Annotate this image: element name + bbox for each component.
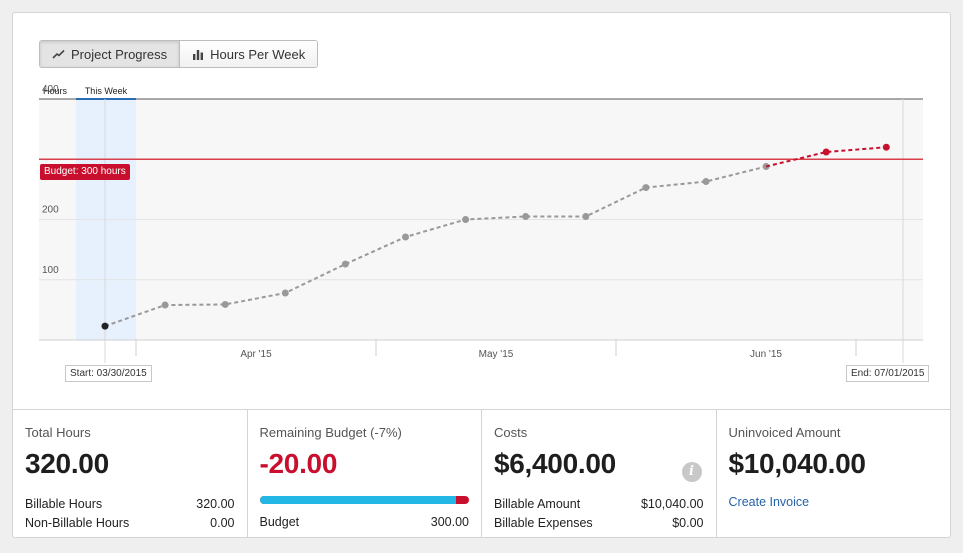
actual-hours-point (462, 216, 470, 223)
actual-hours-point (402, 233, 409, 241)
uninvoiced-panel: Uninvoiced Amount $10,040.00 Create Invo… (717, 410, 951, 538)
costs-label: Costs (494, 425, 528, 440)
x-tick-label: Apr '15 (240, 349, 272, 360)
billable-hours-value: 320.00 (196, 496, 235, 511)
project-progress-chart: Hours This Week 100 200 400 Apr '15 May '15 Jun… (39, 84, 923, 363)
project-progress-tab[interactable]: Project Progress (40, 41, 180, 67)
billable-hours-label: Billable Hours (25, 496, 103, 511)
billable-expenses-label: Billable Expenses (494, 515, 593, 530)
x-tick-label: May '15 (479, 349, 514, 360)
hours-per-week-tab[interactable]: Hours Per Week (179, 41, 318, 67)
forecast-hours-point (882, 143, 890, 151)
forecast-hours-point (822, 148, 830, 156)
non-billable-hours-label: Non-Billable Hours (25, 515, 130, 530)
y-tick-label: 200 (42, 205, 59, 216)
costs-value: $6,400.00 (494, 448, 616, 479)
end-date-label: End: 07/01/2015 (846, 365, 930, 382)
stats-panel: Total Hours 320.00 Billable Hours 320.00… (13, 409, 950, 538)
actual-hours-line (104, 165, 767, 328)
budget-progress-bar (259, 496, 469, 504)
actual-hours-point (702, 178, 710, 186)
billable-expenses-row: Billable Expenses $0.00 (494, 513, 704, 532)
actual-hours-point (161, 301, 169, 309)
start-date-label: Start: 03/30/2015 (65, 365, 152, 382)
hours-per-week-label: Hours Per Week (210, 46, 306, 62)
billable-amount-value: $10,040.00 (640, 496, 704, 511)
y-axis-title: Hours (43, 86, 68, 96)
chart-view-toggle: Project Progress Hours Per Week (39, 40, 319, 68)
non-billable-hours-row: Non-Billable Hours 0.00 (25, 513, 235, 532)
total-hours-panel: Total Hours 320.00 Billable Hours 320.00… (13, 410, 248, 538)
actual-hours-point (582, 212, 590, 220)
budget-row: Budget 300.00 (260, 512, 470, 531)
y-tick-label: 400 (42, 84, 59, 95)
budget-progress-fill (259, 496, 456, 504)
billable-amount-row: Billable Amount $10,040.00 (494, 494, 704, 513)
budget-value: 300.00 (430, 514, 469, 529)
remaining-budget-value: -20.00 (259, 448, 338, 479)
remaining-budget-label: Remaining Budget (-7%) (259, 425, 402, 440)
this-week-label: This Week (85, 86, 128, 96)
billable-hours-row: Billable Hours 320.00 (25, 494, 235, 513)
budget-label: Budget (259, 514, 300, 529)
total-hours-value: 320.00 (25, 448, 109, 479)
project-report-card: Project Progress Hours Per Week Hours Thi… (12, 12, 951, 538)
actual-hours-point (522, 212, 530, 220)
x-tick-label: Jun '15 (750, 349, 782, 360)
line-chart-icon (52, 49, 65, 59)
project-progress-label: Project Progress (71, 46, 168, 62)
billable-amount-label: Billable Amount (494, 496, 581, 511)
uninvoiced-value: $10,040.00 (728, 448, 866, 479)
billable-expenses-value: $0.00 (672, 515, 704, 530)
create-invoice-link[interactable]: Create Invoice (728, 495, 810, 509)
bar-chart-icon (192, 49, 204, 60)
remaining-budget-panel: Remaining Budget (-7%) -20.00 Budget 300… (248, 410, 482, 538)
non-billable-hours-value: 0.00 (210, 515, 235, 530)
actual-hours-point (281, 289, 289, 297)
info-icon[interactable]: i (681, 462, 702, 482)
actual-hours-point (341, 260, 349, 268)
current-week-point (101, 322, 109, 330)
y-tick-label: 100 (42, 265, 59, 276)
actual-hours-point (221, 300, 229, 308)
budget-line-label: Budget: 300 hours (40, 164, 130, 180)
actual-hours-point (642, 184, 650, 192)
total-hours-label: Total Hours (25, 425, 91, 440)
costs-panel: Costs $6,400.00 i Billable Amount $10,04… (482, 410, 717, 538)
uninvoiced-label: Uninvoiced Amount (728, 425, 841, 440)
